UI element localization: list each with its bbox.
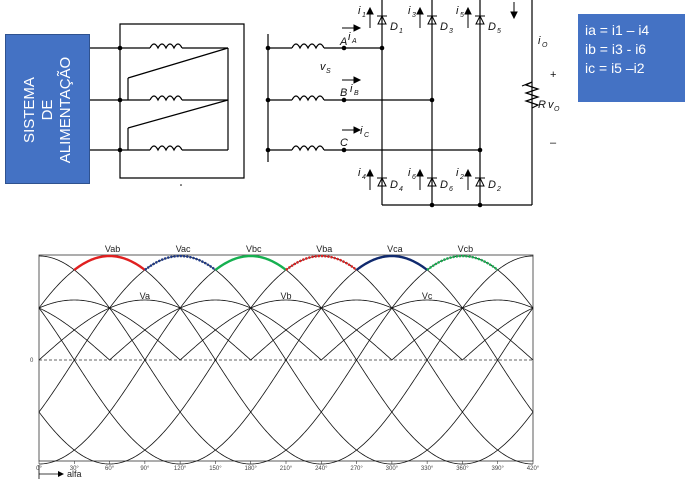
label-d2: D	[488, 179, 496, 191]
x-tick-label: 330°	[421, 466, 434, 472]
power-supply-box: SISTEMA DE ALIMENTAÇÃO	[5, 34, 90, 184]
label-r: R	[538, 99, 546, 111]
line-voltage-curve-4	[38, 255, 534, 465]
line-voltage-label: Vba	[316, 244, 332, 254]
x-tick-label: 240°	[315, 466, 328, 472]
label-d5: D	[488, 21, 496, 33]
label-i5: i	[456, 5, 459, 17]
x-tick-label: 150°	[209, 466, 222, 472]
x-tick-label: 120°	[174, 466, 187, 472]
x-tick-label: 420°	[527, 466, 540, 472]
conduction-segment-2	[144, 254, 217, 271]
label-ia-sub: A	[351, 38, 357, 45]
label-minus: –	[550, 137, 557, 149]
line-voltage-label: Vab	[105, 244, 120, 254]
label-ib-sub: B	[354, 90, 359, 97]
label-d6-sub: 6	[449, 186, 453, 193]
label-io-sub: O	[542, 42, 548, 49]
x-tick-label: 390°	[492, 466, 505, 472]
label-phase-c: C	[340, 137, 348, 149]
label-i1: i	[358, 5, 361, 17]
supply-line-2: DE	[39, 99, 56, 121]
label-i4-sub: 4	[362, 174, 366, 181]
line-voltage-label: Vcb	[458, 244, 474, 254]
label-d4-sub: 4	[399, 186, 403, 193]
line-voltage-label: Vca	[387, 244, 403, 254]
label-i1-sub: 1	[362, 12, 366, 19]
label-vs-sub: S	[326, 68, 331, 75]
rectifier-circuit: A B C i A i B i C v S D 1 D 3 D 5 D 4 D …	[90, 0, 560, 208]
conduction-segment-4	[285, 254, 358, 271]
x-tick-label: 210°	[280, 466, 293, 472]
power-supply-label: SISTEMA DE ALIMENTAÇÃO	[21, 40, 75, 180]
waveform-plot: 0 0°30°60°90°120°150°180°210°240°270°300…	[30, 244, 540, 479]
label-i5-sub: 5	[460, 12, 464, 19]
alfa-label: alfa	[67, 469, 82, 479]
label-i3: i	[408, 5, 411, 17]
label-phase-b: B	[340, 87, 347, 99]
alfa-arrow-head-icon	[58, 471, 64, 477]
label-i6-sub: 6	[412, 174, 416, 181]
label-vs: v	[320, 61, 327, 73]
label-plus: +	[550, 69, 556, 81]
label-d5-sub: 5	[497, 28, 501, 35]
phase-voltage-label: Vb	[280, 291, 291, 301]
supply-line-1: SISTEMA	[21, 77, 38, 143]
line-voltage-label: Vbc	[246, 244, 262, 254]
conduction-segment-6	[426, 254, 499, 271]
label-phase-a: A	[339, 36, 347, 48]
x-tick-label: 360°	[456, 466, 469, 472]
label-i4: i	[358, 167, 361, 179]
supply-line-3: ALIMENTAÇÃO	[57, 56, 74, 164]
line-voltage-label: Vac	[176, 244, 191, 254]
equation-ic: ic = i5 –i2	[585, 60, 645, 76]
label-d1-sub: 1	[399, 28, 403, 35]
conduction-segment-1	[73, 254, 146, 271]
phase-voltage-curve-3	[38, 299, 534, 361]
x-tick-label: 30°	[70, 466, 80, 472]
equation-ia: ia = i1 – i4	[585, 22, 650, 38]
label-i2-sub: 2	[459, 174, 464, 181]
x-tick-label: 300°	[386, 466, 399, 472]
label-d4: D	[390, 179, 398, 191]
label-i6: i	[408, 167, 411, 179]
label-i3-sub: 3	[412, 12, 416, 19]
label-ib: i	[350, 83, 353, 95]
conduction-segment-5	[355, 254, 428, 271]
label-d2-sub: 2	[496, 186, 501, 193]
label-d3: D	[440, 21, 448, 33]
label-io: i	[538, 35, 541, 47]
label-ic: i	[360, 125, 363, 137]
equations-box: ia = i1 – i4 ib = i3 - i6 ic = i5 –i2	[578, 14, 685, 102]
label-d3-sub: 3	[449, 28, 453, 35]
label-i2: i	[456, 167, 459, 179]
x-tick-label: 180°	[245, 466, 258, 472]
label-vo: v	[548, 99, 555, 111]
phase-voltage-curve-2	[38, 299, 534, 361]
x-tick-label: 90°	[140, 466, 150, 472]
plot-frame	[38, 254, 534, 462]
equation-ib: ib = i3 - i6	[585, 41, 647, 57]
label-d1: D	[390, 21, 398, 33]
label-ic-sub: C	[364, 132, 370, 139]
label-d6: D	[440, 179, 448, 191]
x-tick-label: 60°	[105, 466, 115, 472]
label-vo-sub: O	[554, 106, 560, 113]
phase-voltage-label: Va	[140, 291, 150, 301]
y-zero-label: 0	[30, 358, 34, 364]
label-ia: i	[348, 31, 351, 43]
conduction-segment-3	[214, 254, 287, 271]
phase-voltage-label: Vc	[422, 291, 433, 301]
x-tick-label: 270°	[350, 466, 363, 472]
